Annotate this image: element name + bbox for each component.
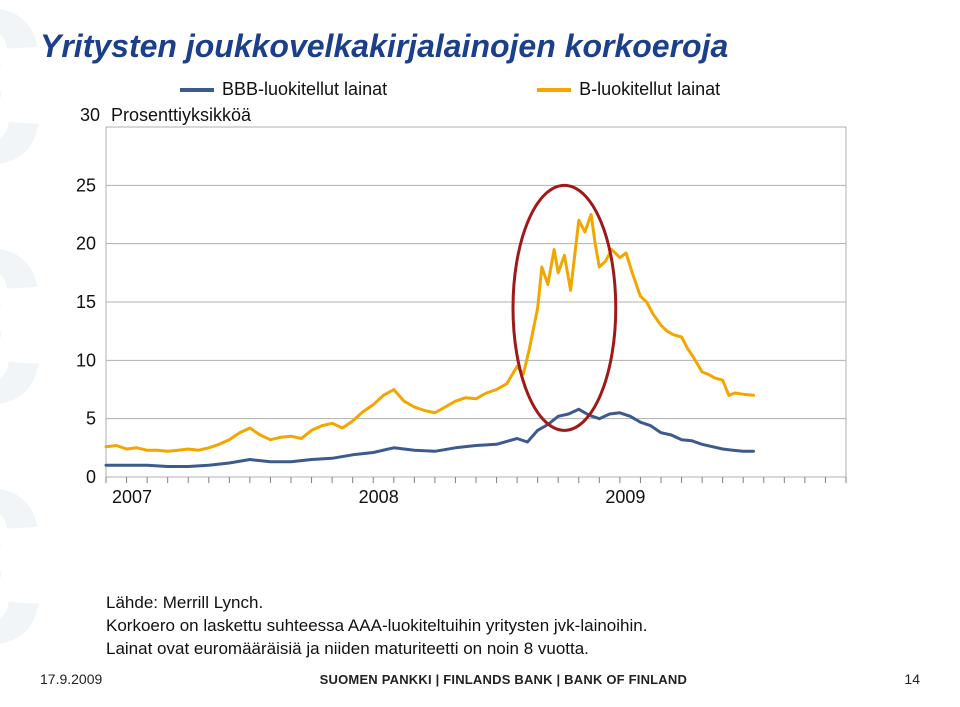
- svg-text:0: 0: [86, 467, 96, 487]
- source-line-3: Lainat ovat euromääräisiä ja niiden matu…: [106, 638, 647, 661]
- line-chart: 0 5 10 15 20 25 2007 2008 2009: [46, 97, 866, 627]
- source-line-2: Korkoero on laskettu suhteessa AAA-luoki…: [106, 615, 647, 638]
- footer-center: SUOMEN PANKKI | FINLANDS BANK | BANK OF …: [320, 672, 687, 687]
- page-title: Yritysten joukkovelkakirjalainojen korko…: [40, 28, 920, 65]
- footer: 17.9.2009 SUOMEN PANKKI | FINLANDS BANK …: [40, 661, 920, 687]
- chart-area: BBB-luokitellut lainat B-luokitellut lai…: [40, 79, 920, 661]
- svg-text:2008: 2008: [359, 487, 399, 507]
- svg-text:2007: 2007: [112, 487, 152, 507]
- svg-text:15: 15: [76, 292, 96, 312]
- legend-swatch-b: [537, 88, 571, 92]
- footer-date: 17.9.2009: [40, 671, 102, 687]
- source-line-1: Lähde: Merrill Lynch.: [106, 592, 647, 615]
- svg-text:2009: 2009: [605, 487, 645, 507]
- svg-text:20: 20: [76, 234, 96, 254]
- source-note: Lähde: Merrill Lynch. Korkoero on lasket…: [106, 592, 647, 661]
- footer-page: 14: [904, 671, 920, 687]
- svg-text:5: 5: [86, 409, 96, 429]
- legend-swatch-bbb: [180, 88, 214, 92]
- slide: Yritysten joukkovelkakirjalainojen korko…: [0, 0, 960, 707]
- svg-text:10: 10: [76, 350, 96, 370]
- svg-text:25: 25: [76, 175, 96, 195]
